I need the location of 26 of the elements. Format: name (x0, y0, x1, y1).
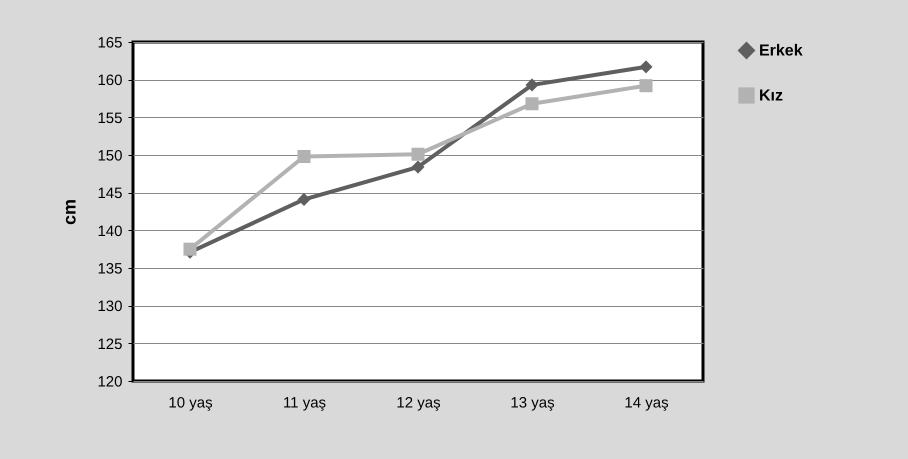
x-tick-label: 10 yaş (168, 394, 213, 412)
point (411, 160, 425, 174)
x-tick-label: 11 yaş (282, 394, 326, 412)
point (525, 97, 539, 110)
y-tick-label: 155 (97, 110, 122, 127)
y-tick-label: 150 (97, 148, 122, 164)
x-tick-label: 14 yaş (624, 394, 669, 412)
y-tick-label: 120 (97, 374, 122, 390)
y-tick-label: 140 (97, 222, 122, 240)
point (411, 148, 425, 161)
point (297, 192, 311, 206)
point (297, 150, 311, 164)
point (639, 79, 653, 92)
y-tick-label: 160 (97, 72, 122, 90)
point (525, 78, 539, 92)
y-tick-label: 135 (97, 260, 122, 278)
y-tick-label: 165 (97, 34, 122, 52)
legend-label: Kız (759, 88, 783, 104)
y-axis-title: cm (59, 198, 80, 226)
point (639, 60, 653, 74)
y-tick-label: 125 (97, 336, 122, 353)
y-tick-label: 130 (97, 298, 122, 316)
x-tick-label: 12 yaş (396, 394, 441, 412)
x-tick-label: 13 yaş (510, 394, 555, 412)
legend-label: Erkek (759, 42, 803, 60)
y-tick-label: 145 (97, 185, 122, 202)
